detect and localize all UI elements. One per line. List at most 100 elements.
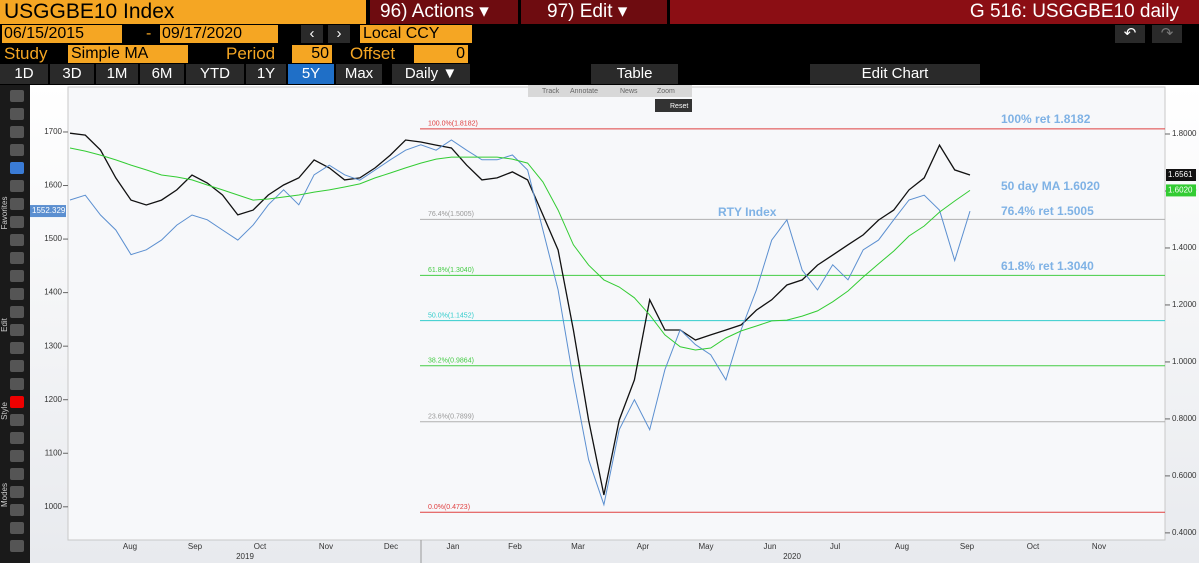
- retracement-label: 0.0%(0.4723): [428, 504, 470, 511]
- sidebar-icon: [10, 414, 24, 426]
- offset-label: Offset: [350, 45, 396, 63]
- x-tick-label: Jan: [447, 542, 460, 551]
- sidebar-icon: [10, 324, 24, 336]
- study-label: Study: [4, 45, 48, 63]
- y-tick-label: 1600: [44, 181, 62, 190]
- last-value-label: 1.6561: [1168, 170, 1193, 179]
- popup-item: Track: [542, 88, 560, 95]
- sidebar-icon: [10, 540, 24, 552]
- sidebar-icon: [10, 108, 24, 120]
- table[interactable]: Table: [591, 64, 678, 84]
- y-tick-label: 1700: [44, 127, 62, 136]
- range-button[interactable]: 1M: [96, 64, 138, 84]
- y-tick-label: 1000: [44, 502, 62, 511]
- edit-chart[interactable]: Edit Chart: [810, 64, 980, 84]
- range-button[interactable]: 1D: [0, 64, 48, 84]
- sidebar-section: Favorites: [0, 197, 9, 230]
- x-tick-label: Nov: [319, 542, 333, 551]
- series-line: [69, 139, 971, 507]
- currency[interactable]: Local CCY: [360, 25, 472, 43]
- x-tick-label: Aug: [123, 542, 137, 551]
- year-label: 2019: [236, 552, 254, 561]
- y2-tick-label: 0.8000: [1172, 414, 1197, 423]
- sidebar-section: Edit: [0, 317, 9, 332]
- series-line: [69, 132, 971, 496]
- last-value-label: 1552.329: [32, 206, 66, 215]
- retracement-label: 38.2%(0.9864): [428, 358, 474, 365]
- sidebar-icon: [10, 252, 24, 264]
- retracement-label: 61.8%(1.3040): [428, 267, 474, 274]
- x-tick-label: Jun: [764, 542, 777, 551]
- y-tick-label: 1200: [44, 395, 62, 404]
- range-button[interactable]: Max: [336, 64, 382, 84]
- actions-menu[interactable]: 96) Actions ▾: [370, 0, 518, 24]
- sidebar-section: Modes: [0, 483, 9, 507]
- start-date[interactable]: 06/15/2015: [2, 25, 122, 43]
- sidebar-icon: [10, 378, 24, 390]
- x-tick-label: Oct: [1027, 542, 1040, 551]
- sidebar-icon: [10, 468, 24, 480]
- x-tick-label: Apr: [637, 542, 650, 551]
- frequency[interactable]: Daily ▼: [392, 64, 470, 84]
- series-line: [69, 147, 971, 351]
- range-button[interactable]: 3D: [50, 64, 94, 84]
- popup[interactable]: [528, 85, 692, 97]
- range-button[interactable]: 6M: [140, 64, 184, 84]
- sidebar-icon: [10, 180, 24, 192]
- date-sep: -: [146, 25, 152, 42]
- security[interactable]: USGGBE10 Index: [0, 0, 366, 24]
- popup-reset: Reset: [670, 103, 688, 110]
- sidebar-icon: [10, 144, 24, 156]
- y2-tick-label: 1.2000: [1172, 300, 1197, 309]
- sidebar-icon: [10, 216, 24, 228]
- popup-item: Annotate: [570, 88, 598, 95]
- page-title: G 516: USGGBE10 daily: [670, 0, 1199, 24]
- edit: 97) Edit: [547, 1, 613, 22]
- x-tick-label: Sep: [188, 542, 203, 551]
- offset[interactable]: 0: [414, 45, 468, 63]
- x-tick-label: May: [698, 542, 713, 551]
- popup-reset-bg[interactable]: [655, 99, 692, 112]
- sidebar-icon: [10, 162, 24, 174]
- period[interactable]: 50: [292, 45, 332, 63]
- sidebar-icon: [10, 432, 24, 444]
- retracement-note: 100% ret 1.8182: [1001, 112, 1091, 126]
- undo[interactable]: ↶: [1115, 25, 1145, 43]
- edit-menu[interactable]: 97) Edit ▾: [521, 0, 667, 24]
- redo[interactable]: ↷: [1152, 25, 1182, 43]
- x-tick-label: Feb: [508, 542, 522, 551]
- period-label: Period: [226, 45, 276, 63]
- y2-tick-label: 1.4000: [1172, 243, 1197, 252]
- sidebar-icon: [10, 306, 24, 318]
- series-name: RTY Index: [718, 205, 777, 219]
- x-tick-label: Sep: [960, 542, 975, 551]
- y-tick-label: 1100: [45, 448, 63, 457]
- sidebar-icon: [10, 126, 24, 138]
- study[interactable]: Simple MA: [68, 45, 188, 63]
- range-button[interactable]: YTD: [186, 64, 244, 84]
- range-button[interactable]: 5Y: [288, 64, 334, 84]
- y-tick-label: 1500: [44, 234, 62, 243]
- sidebar-icon: [10, 270, 24, 282]
- x-tick-label: Nov: [1092, 542, 1106, 551]
- popup-item: Zoom: [657, 88, 675, 95]
- range-button[interactable]: 1Y: [246, 64, 286, 84]
- sidebar-icon: [10, 396, 24, 408]
- retracement-note: 61.8% ret 1.3040: [1001, 259, 1094, 273]
- retracement-label: 76.4%(1.5005): [428, 211, 474, 218]
- retracement-label: 100.0%(1.8182): [428, 121, 478, 128]
- y2-tick-label: 1.8000: [1172, 129, 1197, 138]
- last-value-tag: [30, 205, 66, 218]
- sidebar-icon: [10, 90, 24, 102]
- frequency-text: Daily: [404, 65, 439, 82]
- sidebar-icon: [10, 342, 24, 354]
- next[interactable]: ›: [328, 25, 350, 43]
- y2-tick-label: 0.4000: [1172, 528, 1197, 537]
- plot-area: [67, 86, 1166, 541]
- end-date[interactable]: 09/17/2020: [160, 25, 278, 43]
- sidebar-icon: [10, 234, 24, 246]
- sidebar-icon: [10, 450, 24, 462]
- prev[interactable]: ‹: [301, 25, 323, 43]
- actions: 96) Actions: [380, 1, 474, 22]
